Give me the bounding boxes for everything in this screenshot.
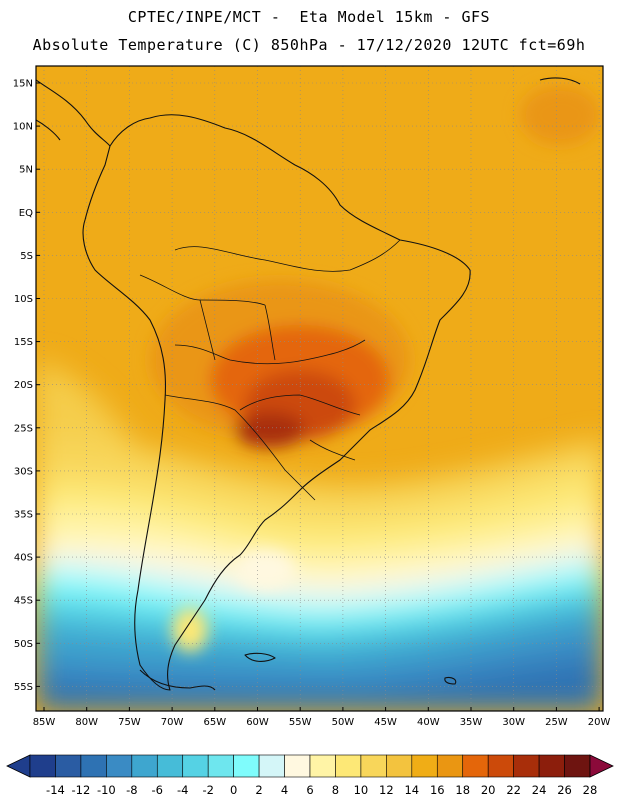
lon-label: 70W — [161, 717, 184, 728]
lon-label: 30W — [502, 717, 525, 728]
colorbar: -14 -12 -10 -8 -6 -4 -2 0 2 4 6 8 10 12 14 16 18 20 22 24 26… — [6, 754, 614, 797]
lon-label: 60W — [246, 717, 269, 728]
colorbar-label: -4 — [177, 783, 188, 797]
colorbar-label: -2 — [202, 783, 213, 797]
colorbar-high-arrow — [589, 754, 614, 778]
lat-label: 10N — [13, 122, 33, 133]
colorbar-swatch — [55, 754, 82, 778]
colorbar-low-arrow — [6, 754, 31, 778]
colorbar-label: 16 — [430, 783, 445, 797]
map-title-line2: Absolute Temperature (C) 850hPa - 17/12/… — [32, 36, 586, 54]
colorbar-swatch — [80, 754, 107, 778]
colorbar-swatch — [207, 754, 234, 778]
lon-label: 85W — [33, 717, 56, 728]
axis-ticks: 15N 10N 5N EQ 5S 10S 15S 20S 25S 30S 35S 40S 45S 50S 5… — [13, 79, 611, 729]
colorbar-label: 28 — [583, 783, 598, 797]
colorbar-label: 22 — [506, 783, 521, 797]
colorbar-label: 10 — [354, 783, 369, 797]
colorbar-swatch — [436, 754, 464, 778]
colorbar-swatch — [182, 754, 209, 778]
colorbar-label: -12 — [72, 783, 91, 797]
lat-label: 30S — [14, 466, 33, 477]
lat-label: 55S — [14, 682, 33, 693]
lon-label: 65W — [203, 717, 226, 728]
colorbar-swatch — [462, 754, 489, 778]
colorbar-swatch — [411, 754, 438, 778]
map-frame — [35, 65, 604, 712]
lat-label: 35S — [14, 510, 33, 521]
colorbar-swatch — [360, 754, 387, 778]
lon-label: 50W — [332, 717, 355, 728]
colorbar-swatch — [335, 754, 362, 778]
colorbar-swatch — [386, 754, 413, 778]
colorbar-swatch — [309, 754, 336, 778]
lon-label: 20W — [588, 717, 611, 728]
lon-label: 25W — [545, 717, 568, 728]
colorbar-label: -8 — [126, 783, 137, 797]
colorbar-label: 14 — [404, 783, 419, 797]
colorbar-swatch — [29, 754, 56, 778]
political-borders — [139, 239, 401, 501]
colorbar-swatch — [233, 754, 260, 778]
colorbar-swatch — [564, 754, 591, 778]
colorbar-label: -10 — [97, 783, 116, 797]
lat-label: 50S — [14, 639, 33, 650]
colorbar-label: 24 — [532, 783, 547, 797]
colorbar-label: 20 — [481, 783, 496, 797]
lat-label: EQ — [19, 208, 33, 219]
lat-label: 10S — [14, 294, 33, 305]
colorbar-label: 4 — [281, 783, 288, 797]
colorbar-swatch — [513, 754, 540, 778]
colorbar-label: 12 — [379, 783, 394, 797]
lat-label: 45S — [14, 596, 33, 607]
colorbar-label: 26 — [557, 783, 572, 797]
coastlines — [36, 77, 581, 691]
colorbar-swatch — [131, 754, 158, 778]
colorbar-swatch — [284, 754, 311, 778]
colorbar-label: 2 — [255, 783, 262, 797]
colorbar-label: 8 — [332, 783, 339, 797]
lon-label: 40W — [417, 717, 440, 728]
colorbar-swatch — [258, 754, 285, 778]
lat-label: 15S — [14, 337, 33, 348]
lat-lon-grid — [36, 66, 603, 711]
lat-label: 15N — [13, 79, 33, 90]
temperature-field — [36, 66, 603, 711]
lat-label: 40S — [14, 553, 33, 564]
lon-label: 45W — [374, 717, 397, 728]
lat-label: 5N — [19, 165, 33, 176]
lat-label: 20S — [14, 380, 33, 391]
colorbar-label: 0 — [230, 783, 237, 797]
lat-label: 25S — [14, 423, 33, 434]
colorbar-label: -6 — [152, 783, 163, 797]
colorbar-label: 6 — [306, 783, 313, 797]
lon-label: 55W — [289, 717, 312, 728]
map-title-line1: CPTEC/INPE/MCT - Eta Model 15km - GFS — [127, 8, 491, 26]
colorbar-label: 18 — [455, 783, 470, 797]
colorbar-swatch — [538, 754, 565, 778]
colorbar-swatch — [156, 754, 184, 778]
lon-label: 75W — [118, 717, 141, 728]
lat-label: 5S — [20, 251, 33, 262]
colorbar-label: -14 — [46, 783, 65, 797]
colorbar-swatch — [487, 754, 514, 778]
lon-label: 35W — [460, 717, 483, 728]
lon-label: 80W — [75, 717, 98, 728]
colorbar-swatch — [106, 754, 133, 778]
